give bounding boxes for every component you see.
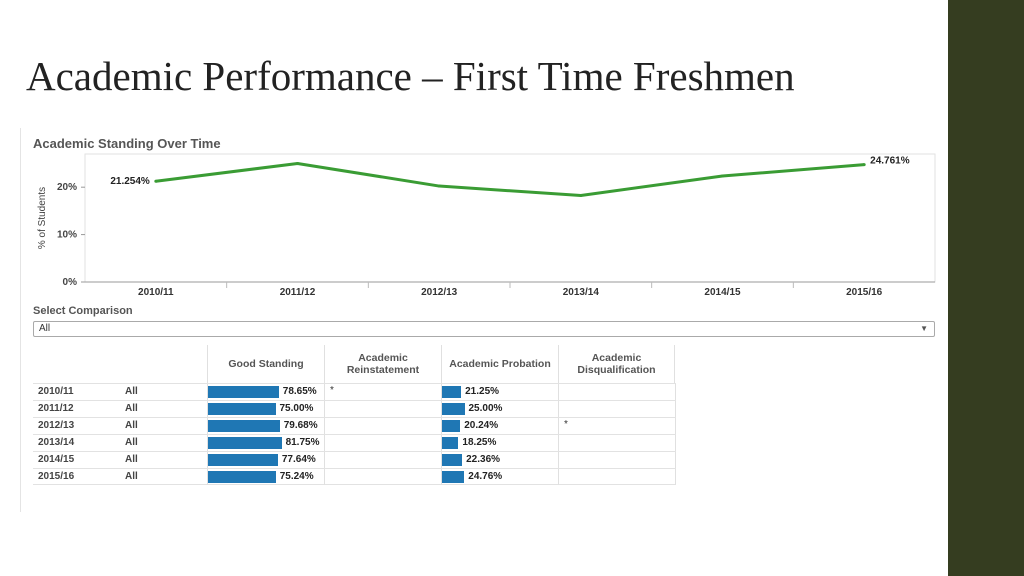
data-point: [862, 163, 866, 167]
good-standing-value: 81.75%: [285, 437, 320, 448]
good-standing-bar: [208, 403, 276, 415]
row-year: 2012/13: [38, 420, 75, 431]
good-standing-cell: 75.24%: [208, 469, 325, 485]
table-row: 2013/14 All 81.75% 18.25%: [33, 434, 676, 451]
plot-area: [84, 153, 936, 283]
row-year: 2013/14: [38, 437, 75, 448]
data-point: [721, 174, 724, 178]
probation-value: 25.00%: [468, 403, 503, 414]
decorative-side-bar: [948, 0, 1024, 576]
x-tick-label: 2015/16: [846, 287, 883, 298]
x-tick-label: 2010/11: [138, 287, 174, 298]
header-academic-probation: Academic Probation: [441, 345, 558, 383]
header-good-standing: Good Standing: [207, 345, 324, 383]
row-group: All: [125, 437, 138, 448]
good-standing-cell: 81.75%: [208, 435, 325, 451]
comparison-select-value: All: [39, 323, 51, 334]
data-point: [579, 193, 583, 197]
probation-cell: 20.24%: [442, 418, 559, 434]
data-point: [154, 179, 158, 183]
probation-bar: [442, 403, 465, 415]
table-row: 2015/16 All 75.24% 24.76%: [33, 468, 676, 485]
header-academic-disqualification: Academic Disqualification: [558, 345, 675, 383]
probation-bar: [442, 386, 462, 398]
x-tick-label: 2012/13: [421, 287, 458, 298]
series-line: [155, 161, 865, 197]
y-axis-label: % of Students: [37, 187, 48, 249]
good-standing-bar: [208, 437, 282, 449]
row-year: 2014/15: [38, 454, 75, 465]
x-tick-label: 2011/12: [280, 287, 316, 298]
probation-cell: 21.25%: [442, 384, 559, 400]
row-year: 2015/16: [38, 471, 75, 482]
probation-bar: [442, 454, 463, 466]
probation-bar: [442, 471, 465, 483]
good-standing-bar: [208, 471, 276, 483]
y-tick-label: 20%: [57, 182, 77, 193]
good-standing-bar: [208, 386, 279, 398]
probation-bar: [442, 420, 461, 432]
probation-value: 24.76%: [468, 471, 503, 482]
row-group: All: [125, 403, 138, 414]
data-label: 24.761%: [870, 156, 910, 167]
standing-table: Good Standing Academic Reinstatement Aca…: [33, 345, 676, 487]
chevron-down-icon[interactable]: ▼: [920, 324, 928, 333]
x-tick-label: 2014/15: [704, 287, 741, 298]
row-group: All: [125, 386, 138, 397]
slide-title: Academic Performance – First Time Freshm…: [26, 53, 795, 99]
data-point: [437, 184, 441, 188]
good-standing-cell: 78.65%: [208, 384, 325, 400]
x-tick-label: 2013/14: [563, 287, 600, 298]
line-chart: % of Students 0% 10% 20% 2010/11 2011/12 2012/…: [37, 153, 936, 298]
table-row: 2012/13 All 79.68% 20.24% *: [33, 417, 676, 434]
probation-value: 18.25%: [462, 437, 497, 448]
disqualification-value: *: [564, 419, 568, 430]
good-standing-value: 77.64%: [281, 454, 316, 465]
probation-value: 20.24%: [464, 420, 499, 431]
good-standing-cell: 75.00%: [208, 401, 325, 417]
probation-value: 22.36%: [466, 454, 501, 465]
good-standing-value: 75.24%: [279, 471, 314, 482]
good-standing-bar: [208, 454, 278, 466]
dashboard-panel: Academic Standing Over Time % of Student…: [20, 128, 940, 512]
probation-cell: 18.25%: [442, 435, 559, 451]
row-year: 2010/11: [38, 386, 74, 397]
reinstatement-value: *: [330, 385, 334, 396]
row-year: 2011/12: [38, 403, 74, 414]
y-tick-label: 0%: [63, 277, 78, 288]
good-standing-value: 79.68%: [283, 420, 318, 431]
table-row: 2014/15 All 77.64% 22.36%: [33, 451, 676, 468]
y-tick-label: 10%: [57, 230, 77, 241]
data-point: [296, 161, 299, 165]
comparison-select[interactable]: All ▼: [33, 321, 935, 337]
chart-title: Academic Standing Over Time: [33, 136, 221, 151]
good-standing-cell: 79.68%: [208, 418, 325, 434]
filter-label: Select Comparison: [33, 305, 133, 317]
data-label: 21.254%: [110, 176, 150, 187]
good-standing-cell: 77.64%: [208, 452, 325, 468]
row-group: All: [125, 471, 138, 482]
good-standing-value: 78.65%: [282, 386, 317, 397]
probation-cell: 22.36%: [442, 452, 559, 468]
good-standing-value: 75.00%: [279, 403, 314, 414]
table-row: 2010/11 All 78.65% * 21.25%: [33, 383, 676, 400]
header-academic-reinstatement: Academic Reinstatement: [324, 345, 441, 383]
probation-bar: [442, 437, 459, 449]
probation-cell: 25.00%: [442, 401, 559, 417]
table-row: 2011/12 All 75.00% 25.00%: [33, 400, 676, 417]
row-group: All: [125, 420, 138, 431]
good-standing-bar: [208, 420, 280, 432]
probation-value: 21.25%: [465, 386, 500, 397]
row-group: All: [125, 454, 138, 465]
probation-cell: 24.76%: [442, 469, 559, 485]
